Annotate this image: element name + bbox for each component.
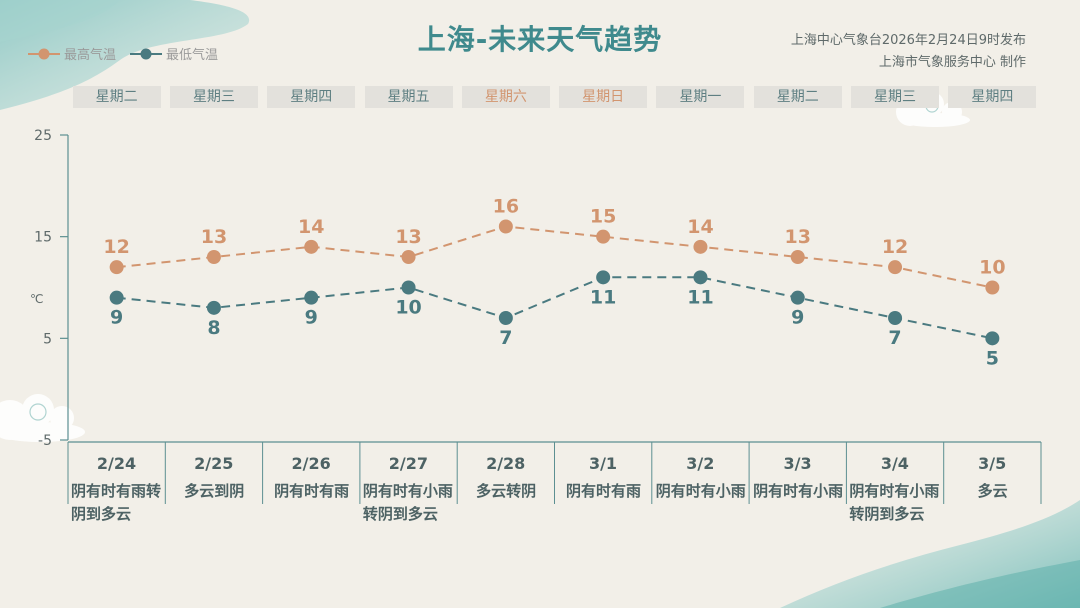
weather-description: 阴有时有小雨 xyxy=(655,482,746,500)
weather-description: 阴有时有雨 xyxy=(274,482,350,500)
low-temp-point xyxy=(304,290,319,305)
low-temp-point xyxy=(985,331,1000,346)
high-temp-label: 14 xyxy=(687,216,713,238)
weekday-tab: 星期四 xyxy=(267,86,356,108)
weekday-tab: 星期五 xyxy=(364,86,453,108)
legend-item-low: 最低气温 xyxy=(130,44,218,63)
date-label: 3/2 xyxy=(686,454,715,473)
legend-high-marker xyxy=(28,48,60,59)
y-tick-label: 25 xyxy=(34,128,52,144)
y-axis-unit: ℃ xyxy=(30,292,43,306)
low-temp-label: 11 xyxy=(687,286,713,308)
weekday-tab: 星期六 xyxy=(461,86,550,108)
high-temp-point xyxy=(109,260,124,275)
high-temp-label: 13 xyxy=(201,226,227,248)
y-tick-label: -5 xyxy=(38,433,52,449)
high-temp-label: 10 xyxy=(979,257,1005,279)
high-temp-point xyxy=(596,229,611,244)
high-temp-label: 13 xyxy=(785,226,811,248)
y-tick-label: 15 xyxy=(34,230,52,246)
date-label: 3/3 xyxy=(783,454,812,473)
weather-description: 多云到阴 xyxy=(184,482,245,500)
low-temp-point xyxy=(596,270,611,285)
low-temp-label: 10 xyxy=(395,297,421,319)
issuer-text: 上海中心气象台2026年2月24日9时发布 xyxy=(790,33,1026,48)
date-label: 2/28 xyxy=(486,454,526,473)
low-temp-line xyxy=(116,276,993,340)
low-temp-label: 9 xyxy=(305,307,318,329)
high-temp-point xyxy=(888,260,903,275)
high-temp-label: 12 xyxy=(882,236,908,258)
high-temp-point xyxy=(206,250,221,264)
weather-description: 阴有时有小雨转阴到多云 xyxy=(849,482,940,523)
high-temp-point xyxy=(304,239,319,254)
chart-legend: 最高气温 最低气温 xyxy=(28,44,218,63)
date-label: 3/4 xyxy=(880,454,909,473)
low-temp-point xyxy=(693,270,708,285)
legend-low-label: 最低气温 xyxy=(166,48,219,63)
high-temp-label: 13 xyxy=(395,226,421,248)
high-temp-label: 14 xyxy=(298,216,324,238)
date-label: 3/1 xyxy=(588,454,618,473)
weather-description: 阴有时有小雨转阴到多云 xyxy=(362,482,453,523)
y-tick-label: 5 xyxy=(43,331,52,347)
legend-low-marker xyxy=(130,48,163,59)
low-temp-point xyxy=(790,290,805,305)
weather-description: 阴有时有小雨 xyxy=(753,482,844,500)
weekday-tab: 星期三 xyxy=(169,86,258,108)
weather-description: 多云转阴 xyxy=(476,482,537,500)
date-label: 2/26 xyxy=(291,454,331,473)
low-temp-label: 7 xyxy=(499,327,512,349)
producer-text: 上海市气象服务中心 制作 xyxy=(878,55,1026,70)
low-temp-label: 9 xyxy=(110,307,123,329)
low-temp-label: 9 xyxy=(791,307,804,329)
source-info: 上海中心气象台2026年2月24日9时发布 上海市气象服务中心 制作 xyxy=(791,30,1026,74)
date-label: 2/27 xyxy=(388,454,429,473)
date-label: 3/5 xyxy=(978,454,1007,473)
weekday-tab: 星期二 xyxy=(72,86,161,108)
low-temp-point xyxy=(498,311,513,325)
low-temp-label: 5 xyxy=(986,347,999,369)
low-temp-point xyxy=(109,290,124,305)
date-label: 2/24 xyxy=(96,454,137,473)
high-temp-point xyxy=(790,250,805,264)
weekday-tab: 星期日 xyxy=(559,86,648,108)
high-temp-label: 16 xyxy=(493,196,519,218)
weekday-tab: 星期四 xyxy=(948,86,1037,108)
legend-item-high: 最高气温 xyxy=(28,44,116,63)
low-temp-label: 8 xyxy=(207,317,220,339)
high-temp-point xyxy=(693,239,708,254)
high-temp-line xyxy=(116,225,993,289)
legend-high-label: 最高气温 xyxy=(64,48,117,63)
high-temp-label: 12 xyxy=(103,236,129,258)
date-label: 2/25 xyxy=(194,454,234,473)
low-temp-label: 11 xyxy=(590,286,616,308)
low-temp-label: 7 xyxy=(888,327,901,349)
high-temp-point xyxy=(985,280,1000,295)
weekday-tab: 星期一 xyxy=(656,86,745,108)
high-temp-label: 15 xyxy=(590,206,616,228)
weekday-tab: 星期二 xyxy=(753,86,842,108)
weather-description: 阴有时有雨 xyxy=(565,482,641,500)
weather-description: 多云 xyxy=(977,482,1008,500)
high-temp-point xyxy=(401,250,416,264)
page-title: 上海-未来天气趋势 xyxy=(417,23,663,56)
low-temp-point xyxy=(401,280,416,295)
weekday-tab: 星期三 xyxy=(851,86,940,108)
low-temp-point xyxy=(206,300,221,315)
low-temp-point xyxy=(888,311,903,325)
high-temp-point xyxy=(498,219,513,234)
weather-description: 阴有时有雨转阴到多云 xyxy=(71,482,162,523)
